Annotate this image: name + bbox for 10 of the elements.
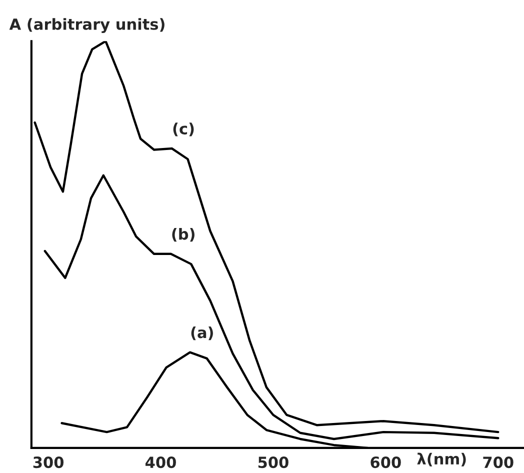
- y-axis-title: A (arbitrary units): [9, 18, 164, 34]
- x-tick-label: 700: [483, 456, 514, 468]
- x-tick-label: 300: [33, 456, 64, 468]
- x-axis-title: λ(nm): [417, 452, 466, 466]
- x-tick-label: 600: [370, 456, 401, 468]
- x-tick-label: 400: [146, 456, 176, 468]
- annotation: (a): [191, 326, 213, 340]
- annotation: (c): [173, 122, 194, 136]
- x-tick-label: 500: [258, 456, 288, 468]
- annotation: (b): [172, 228, 194, 242]
